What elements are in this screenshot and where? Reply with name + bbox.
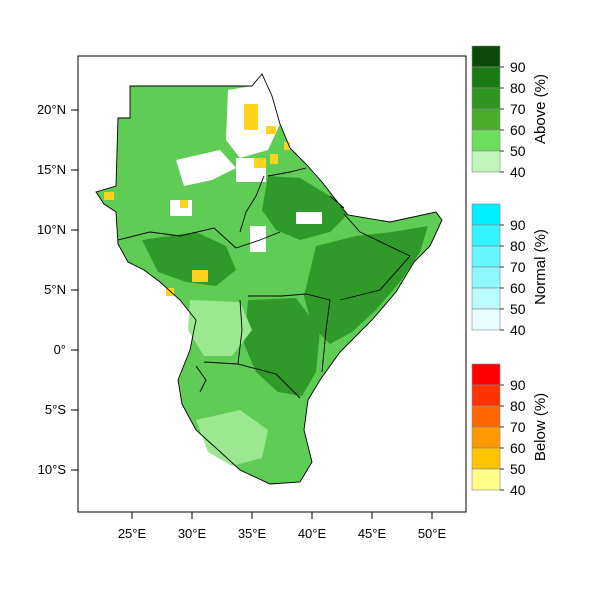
legend-label: 80 — [510, 398, 526, 414]
light-zone-south — [196, 410, 268, 466]
legend-swatch — [471, 287, 501, 310]
lon-axis: 25°E 30°E 35°E 40°E 45°E 50°E — [118, 512, 447, 541]
legend-swatch — [471, 203, 501, 226]
legend-swatch — [471, 447, 501, 470]
yellow-patch-2 — [266, 126, 276, 134]
lon-tick-label: 25°E — [118, 526, 147, 541]
lat-axis: 20°N 15°N 10°N 5°N 0° 5°S 10°S — [37, 102, 78, 477]
legend-label: 40 — [510, 322, 526, 338]
legends: 90 80 70 60 50 40 Above (%) 90 80 70 60 50 40 Normal … — [471, 45, 549, 498]
legend-label: 90 — [510, 59, 526, 75]
lon-tick-label: 45°E — [358, 526, 387, 541]
lat-tick-label: 10°N — [37, 222, 66, 237]
legend-2: 90 80 70 60 50 40 Normal (%) — [471, 203, 549, 338]
coastline — [95, 73, 443, 485]
legend-swatch — [471, 308, 501, 331]
light-zone-west — [188, 300, 252, 356]
lat-tick-label: 15°N — [37, 162, 66, 177]
legend-title: Above (%) — [532, 74, 549, 144]
land-region — [96, 74, 442, 484]
legend-swatch — [471, 363, 501, 386]
legend-swatch — [471, 468, 501, 491]
legend-swatch — [471, 108, 501, 131]
border-eritrea — [267, 167, 307, 177]
legend-swatch — [471, 245, 501, 268]
legend-label: 90 — [510, 217, 526, 233]
legend-label: 50 — [510, 301, 526, 317]
legend-3: 90 80 70 60 50 40 Below (%) — [471, 363, 549, 498]
legend-label: 90 — [510, 377, 526, 393]
map-frame — [77, 55, 467, 513]
legend-swatch — [471, 45, 501, 68]
borders — [95, 73, 443, 485]
legend-swatch — [471, 405, 501, 428]
legend-label: 80 — [510, 238, 526, 254]
legend-label: 70 — [510, 259, 526, 275]
legend-label: 70 — [510, 101, 526, 117]
dark-zone-ethiopia — [262, 176, 348, 240]
lat-tick-label: 20°N — [37, 102, 66, 117]
legend-swatch — [471, 66, 501, 89]
yellow-patch-1 — [244, 104, 258, 130]
legend-label: 80 — [510, 80, 526, 96]
legend-label: 60 — [510, 280, 526, 296]
legend-label: 60 — [510, 122, 526, 138]
lon-tick-label: 35°E — [238, 526, 267, 541]
border-sudan-ethiopia — [239, 175, 265, 233]
legend-swatch — [471, 224, 501, 247]
dark-zone-tanzania — [244, 298, 320, 396]
legend-swatch — [471, 129, 501, 152]
legend-swatch — [471, 266, 501, 289]
lat-tick-label: 10°S — [38, 462, 67, 477]
white-patch-sahel — [176, 150, 236, 186]
border-kenya-somalia — [321, 299, 331, 373]
yellow-patch-9 — [284, 142, 290, 150]
lon-tick-label: 30°E — [178, 526, 207, 541]
lon-tick-label: 50°E — [418, 526, 447, 541]
lat-tick-label: 0° — [54, 342, 66, 357]
yellow-patch-3 — [254, 158, 266, 168]
legend-swatch — [471, 150, 501, 173]
white-patch-2 — [250, 226, 266, 252]
white-patch-3 — [296, 212, 322, 224]
yellow-patch-5 — [104, 192, 114, 200]
legend-swatch — [471, 384, 501, 407]
legend-title: Below (%) — [532, 393, 549, 461]
yellow-patch-4 — [270, 154, 278, 164]
border-drc-tanzania — [203, 361, 239, 365]
yellow-patch-7 — [192, 270, 208, 282]
yellow-patch-8 — [166, 288, 174, 296]
legend-label: 40 — [510, 164, 526, 180]
dark-zone-central — [142, 232, 236, 286]
legend-title: Normal (%) — [532, 229, 549, 305]
legend-swatch — [471, 87, 501, 110]
legend-label: 50 — [510, 143, 526, 159]
lat-tick-label: 5°S — [45, 402, 66, 417]
legend-1: 90 80 70 60 50 40 Above (%) — [471, 45, 549, 180]
border-djibouti — [329, 195, 345, 209]
legend-label: 60 — [510, 440, 526, 456]
lat-tick-label: 5°N — [44, 282, 66, 297]
border-ethiopia-somalia — [339, 213, 411, 301]
yellow-patch-6 — [180, 200, 188, 208]
border-ethiopia-kenya — [248, 293, 331, 301]
legend-label: 40 — [510, 482, 526, 498]
lon-tick-label: 40°E — [298, 526, 327, 541]
border-burundi-rwanda — [195, 365, 207, 393]
legend-label: 50 — [510, 461, 526, 477]
legend-swatch — [471, 426, 501, 449]
border-sudan-southsudan — [117, 227, 281, 249]
dark-zone-somalia — [304, 226, 428, 344]
legend-label: 70 — [510, 419, 526, 435]
